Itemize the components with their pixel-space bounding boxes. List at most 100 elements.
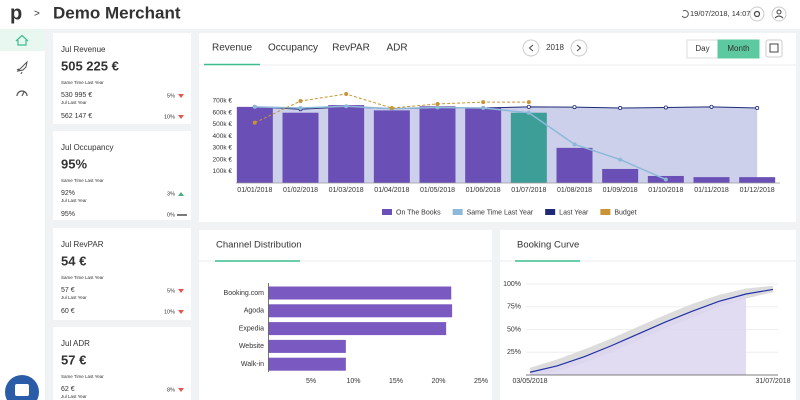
bar <box>373 110 410 183</box>
menu-toggle[interactable]: > <box>34 9 40 20</box>
legend-swatch <box>382 209 392 215</box>
kpi-ly-change: 10% <box>164 309 175 315</box>
point <box>709 104 714 109</box>
metric-tab[interactable]: RevPAR <box>332 43 370 54</box>
legend-label: Same Time Last Year <box>467 209 534 216</box>
kpi-stly-value: 92% <box>61 190 75 197</box>
datetime: 19/07/2018, 14:07 <box>690 9 750 18</box>
point <box>252 120 257 125</box>
kpi-ly-change: 10% <box>164 114 175 120</box>
settings-button[interactable] <box>749 6 765 22</box>
metric-tab[interactable]: Occupancy <box>268 43 318 54</box>
point <box>252 104 257 109</box>
trend-down <box>178 289 184 293</box>
kpi-ly-label: Jul Last Year <box>61 100 87 105</box>
logo: p <box>10 2 22 24</box>
point <box>663 105 668 110</box>
mode-label[interactable]: Month <box>727 44 749 53</box>
x-tick-label: 01/04/2018 <box>374 187 409 194</box>
x-tick-label: 01/12/2018 <box>740 187 775 194</box>
bar <box>268 286 452 300</box>
prev-icon[interactable] <box>528 44 534 52</box>
home-icon[interactable] <box>15 34 29 46</box>
next-icon[interactable] <box>576 44 582 52</box>
kpi-stly-label: Same Time Last Year <box>61 374 104 379</box>
x-tick-label: 01/03/2018 <box>329 187 364 194</box>
page-title: Demo Merchant <box>53 3 181 22</box>
kpi-stly-change: 8% <box>167 387 175 393</box>
next-year-button[interactable] <box>570 39 588 57</box>
bar <box>328 105 365 183</box>
x-tick-label: 01/11/2018 <box>694 187 729 194</box>
kpi-card <box>53 327 191 400</box>
kpi-value: 57 € <box>61 352 86 367</box>
x-tick-label: 25% <box>474 378 488 385</box>
point <box>344 104 349 109</box>
x-tick-label: 03/05/2018 <box>512 378 547 385</box>
category-label: Agoda <box>244 308 264 315</box>
kpi-stly-change: 5% <box>167 93 175 99</box>
mode-label[interactable]: Day <box>695 44 709 53</box>
sidebar <box>0 0 45 400</box>
kpi-ly-value: 95% <box>61 211 75 218</box>
mode-button[interactable] <box>717 39 760 59</box>
bar <box>465 108 502 183</box>
kpi-stly-label: Same Time Last Year <box>61 275 104 280</box>
nav-home-active[interactable] <box>0 29 45 51</box>
category-label: Website <box>239 343 264 350</box>
kpi-stly-value: 57 € <box>61 287 75 294</box>
trend-up <box>178 192 184 196</box>
legend-swatch <box>545 209 556 215</box>
y-tick-label: 100% <box>503 281 521 288</box>
kpi-ly-label: Jul Last Year <box>61 295 87 300</box>
user-icon[interactable] <box>776 9 782 15</box>
x-tick-label: 01/02/2018 <box>283 187 318 194</box>
line <box>529 288 774 373</box>
point <box>298 99 303 104</box>
kpi-stly-value: 62 € <box>61 386 75 393</box>
kpi-value: 505 225 € <box>61 58 119 73</box>
point <box>618 106 623 111</box>
point <box>755 106 760 111</box>
bar <box>236 106 273 183</box>
kpi-stly-change: 3% <box>167 191 175 197</box>
kpi-ly-label: Jul Last Year <box>61 394 87 399</box>
user-icon-body[interactable] <box>774 15 784 19</box>
panel-title: Channel Distribution <box>216 240 302 251</box>
bar <box>419 106 456 183</box>
trend-down <box>178 94 184 98</box>
x-tick-label: 01/05/2018 <box>420 187 455 194</box>
kpi-ly-value: 562 147 € <box>61 113 92 120</box>
export-button[interactable] <box>765 39 783 58</box>
point <box>663 177 668 182</box>
metric-tab[interactable]: ADR <box>386 43 407 54</box>
bar <box>602 168 639 183</box>
rocket-icon[interactable] <box>16 60 28 75</box>
x-tick-label: 01/08/2018 <box>557 187 592 194</box>
line <box>254 105 667 181</box>
bar <box>282 112 319 183</box>
kpi-card <box>53 131 191 220</box>
chat-icon[interactable] <box>15 384 29 396</box>
bar <box>268 304 453 318</box>
x-tick-label: 01/01/2018 <box>237 187 272 194</box>
kpi-ly-change: 0% <box>167 212 175 218</box>
metric-tab[interactable]: Revenue <box>212 43 252 54</box>
gear-icon[interactable] <box>753 10 761 18</box>
trend-down <box>178 115 184 119</box>
point <box>344 91 349 96</box>
x-tick-label: 15% <box>389 378 403 385</box>
legend-label: On The Books <box>396 209 441 216</box>
point <box>481 100 486 105</box>
gauge-icon[interactable] <box>16 90 28 97</box>
kpi-title: Jul Occupancy <box>61 143 113 152</box>
kpi-title: Jul ADR <box>61 339 90 348</box>
top-bar <box>0 0 800 29</box>
kpi-stly-label: Same Time Last Year <box>61 178 104 183</box>
refresh-icon[interactable] <box>681 10 689 18</box>
point <box>572 142 577 147</box>
x-tick-label: 01/07/2018 <box>511 187 546 194</box>
prev-year-button[interactable] <box>522 39 540 57</box>
kpi-stly-change: 5% <box>167 288 175 294</box>
export-icon[interactable] <box>769 43 779 53</box>
